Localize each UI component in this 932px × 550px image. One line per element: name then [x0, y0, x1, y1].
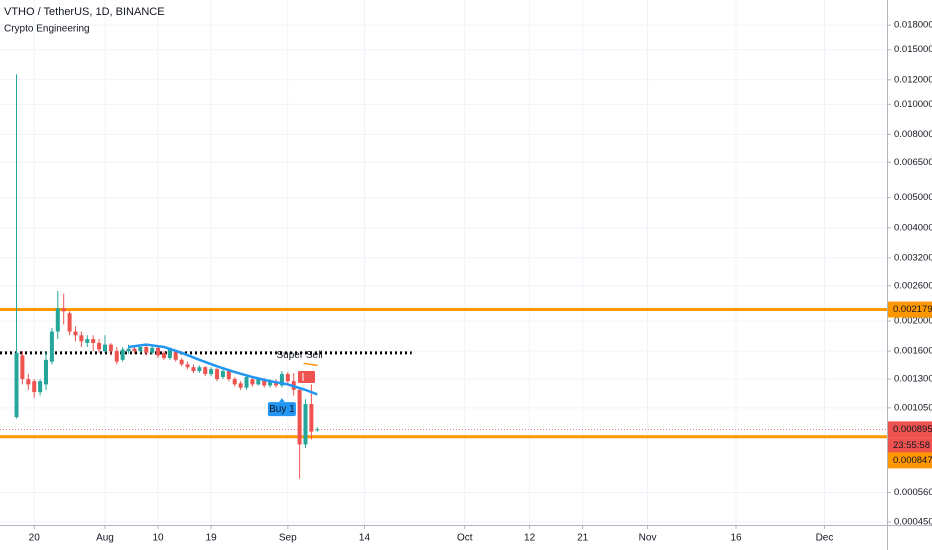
- level-label-box: [888, 452, 932, 469]
- moving-average: [128, 343, 318, 396]
- candle-body: [238, 383, 243, 388]
- x-tick-label: Dec: [816, 533, 834, 544]
- candle-body: [61, 308, 66, 312]
- candle-body: [226, 371, 231, 380]
- y-tick-label: 0.008000: [894, 129, 932, 140]
- candle-body: [244, 377, 249, 388]
- x-tick-label: 19: [206, 533, 218, 544]
- y-tick-label: 0.003200: [894, 252, 932, 263]
- candle-body: [114, 351, 119, 362]
- y-tick-label: 0.001600: [894, 346, 932, 357]
- candle-body: [73, 331, 78, 336]
- candle-body: [285, 374, 290, 382]
- candle-body: [303, 404, 308, 445]
- x-tick-label: 10: [152, 533, 164, 544]
- y-tick-label: 0.000560: [894, 487, 932, 498]
- buy-label-box: [267, 402, 296, 417]
- axes: 0.018000 0.015000 0.012000 0.010000 0.008000…: [29, 20, 932, 544]
- candle-body: [220, 371, 225, 378]
- candle-body: [179, 359, 184, 365]
- level-label: 0.002179: [893, 304, 932, 315]
- indicator-name[interactable]: Crypto Engineering: [4, 24, 90, 35]
- candle-body: [144, 346, 149, 353]
- candle-body: [138, 346, 143, 352]
- candle-body: [79, 335, 84, 342]
- candle-body: [215, 369, 220, 380]
- x-tick-label: Nov: [639, 533, 657, 544]
- candle-body: [97, 342, 102, 350]
- candle-body: [309, 404, 314, 432]
- candle-body: [55, 308, 60, 332]
- y-tick-label: 0.018000: [894, 20, 932, 31]
- sell-label: Super Sell: [277, 350, 323, 361]
- candle-body: [203, 367, 208, 375]
- sell-underline: [303, 362, 318, 367]
- candle-body: [32, 381, 37, 393]
- level-label-box: [888, 301, 932, 318]
- chart-title: VTHO / TetherUS, 1D, BINANCE: [4, 6, 165, 18]
- candle-body: [262, 379, 267, 386]
- x-tick-label: 20: [29, 533, 41, 544]
- candle-body: [38, 381, 43, 393]
- x-tick-label: Oct: [457, 533, 473, 544]
- candle-body: [279, 374, 284, 386]
- candle-body: [14, 352, 19, 418]
- candle-body: [250, 379, 255, 385]
- candle-body: [126, 348, 131, 352]
- candle-body: [67, 313, 72, 332]
- candle-body: [209, 369, 214, 375]
- current-price-box: [888, 421, 932, 438]
- candle-body: [49, 331, 54, 362]
- level-label: 0.000847: [893, 455, 932, 466]
- candle-body: [20, 355, 25, 380]
- candle-body: [297, 389, 302, 445]
- y-tick-label: 0.001300: [894, 374, 932, 385]
- candle-body: [197, 367, 202, 372]
- candle-body: [185, 364, 190, 368]
- current-price-label: 0.000895: [893, 424, 932, 435]
- x-tick-label: 12: [524, 533, 536, 544]
- candle-body: [256, 379, 261, 385]
- candle-body: [108, 344, 113, 352]
- buy-label: Buy 1: [269, 404, 295, 415]
- candle-body: [232, 379, 237, 385]
- y-tick-label: 0.010000: [894, 99, 932, 110]
- x-tick-label: Aug: [96, 533, 114, 544]
- candle-body: [173, 351, 178, 360]
- y-tick-label: 0.002000: [894, 316, 932, 327]
- candle-body: [132, 348, 137, 352]
- x-tick-label: 14: [359, 533, 371, 544]
- y-tick-label: 0.015000: [894, 44, 932, 55]
- candle-body: [268, 381, 273, 386]
- x-tick-label: Sep: [279, 533, 297, 544]
- candle-body: [315, 429, 320, 431]
- candle-body: [191, 367, 196, 372]
- y-tick-label: 0.006500: [894, 157, 932, 168]
- plot: Buy 1 Super Sell: [0, 74, 887, 479]
- countdown: 23:55:58: [893, 440, 930, 451]
- candle-body: [167, 349, 172, 359]
- candle-body: [156, 347, 161, 356]
- y-tick-label: 0.001050: [894, 402, 932, 413]
- countdown-box: [888, 437, 932, 454]
- sell-box: [298, 371, 315, 383]
- candle-body: [26, 379, 31, 385]
- y-tick-label: 0.005000: [894, 192, 932, 203]
- buy-arrow: [278, 398, 285, 403]
- candle-body: [85, 339, 90, 343]
- x-tick-label: 21: [577, 533, 589, 544]
- x-tick-label: 16: [730, 533, 742, 544]
- y-tick-label: 0.000450: [894, 516, 932, 527]
- y-tick-label: 0.012000: [894, 74, 932, 85]
- candle-body: [44, 359, 49, 385]
- y-tick-label: 0.002600: [894, 280, 932, 291]
- y-tick-label: 0.004000: [894, 222, 932, 233]
- candle-body: [91, 339, 96, 343]
- candle-body: [150, 347, 155, 353]
- candle-body: [102, 344, 107, 352]
- candle-body: [161, 352, 166, 359]
- candle-body: [120, 349, 125, 360]
